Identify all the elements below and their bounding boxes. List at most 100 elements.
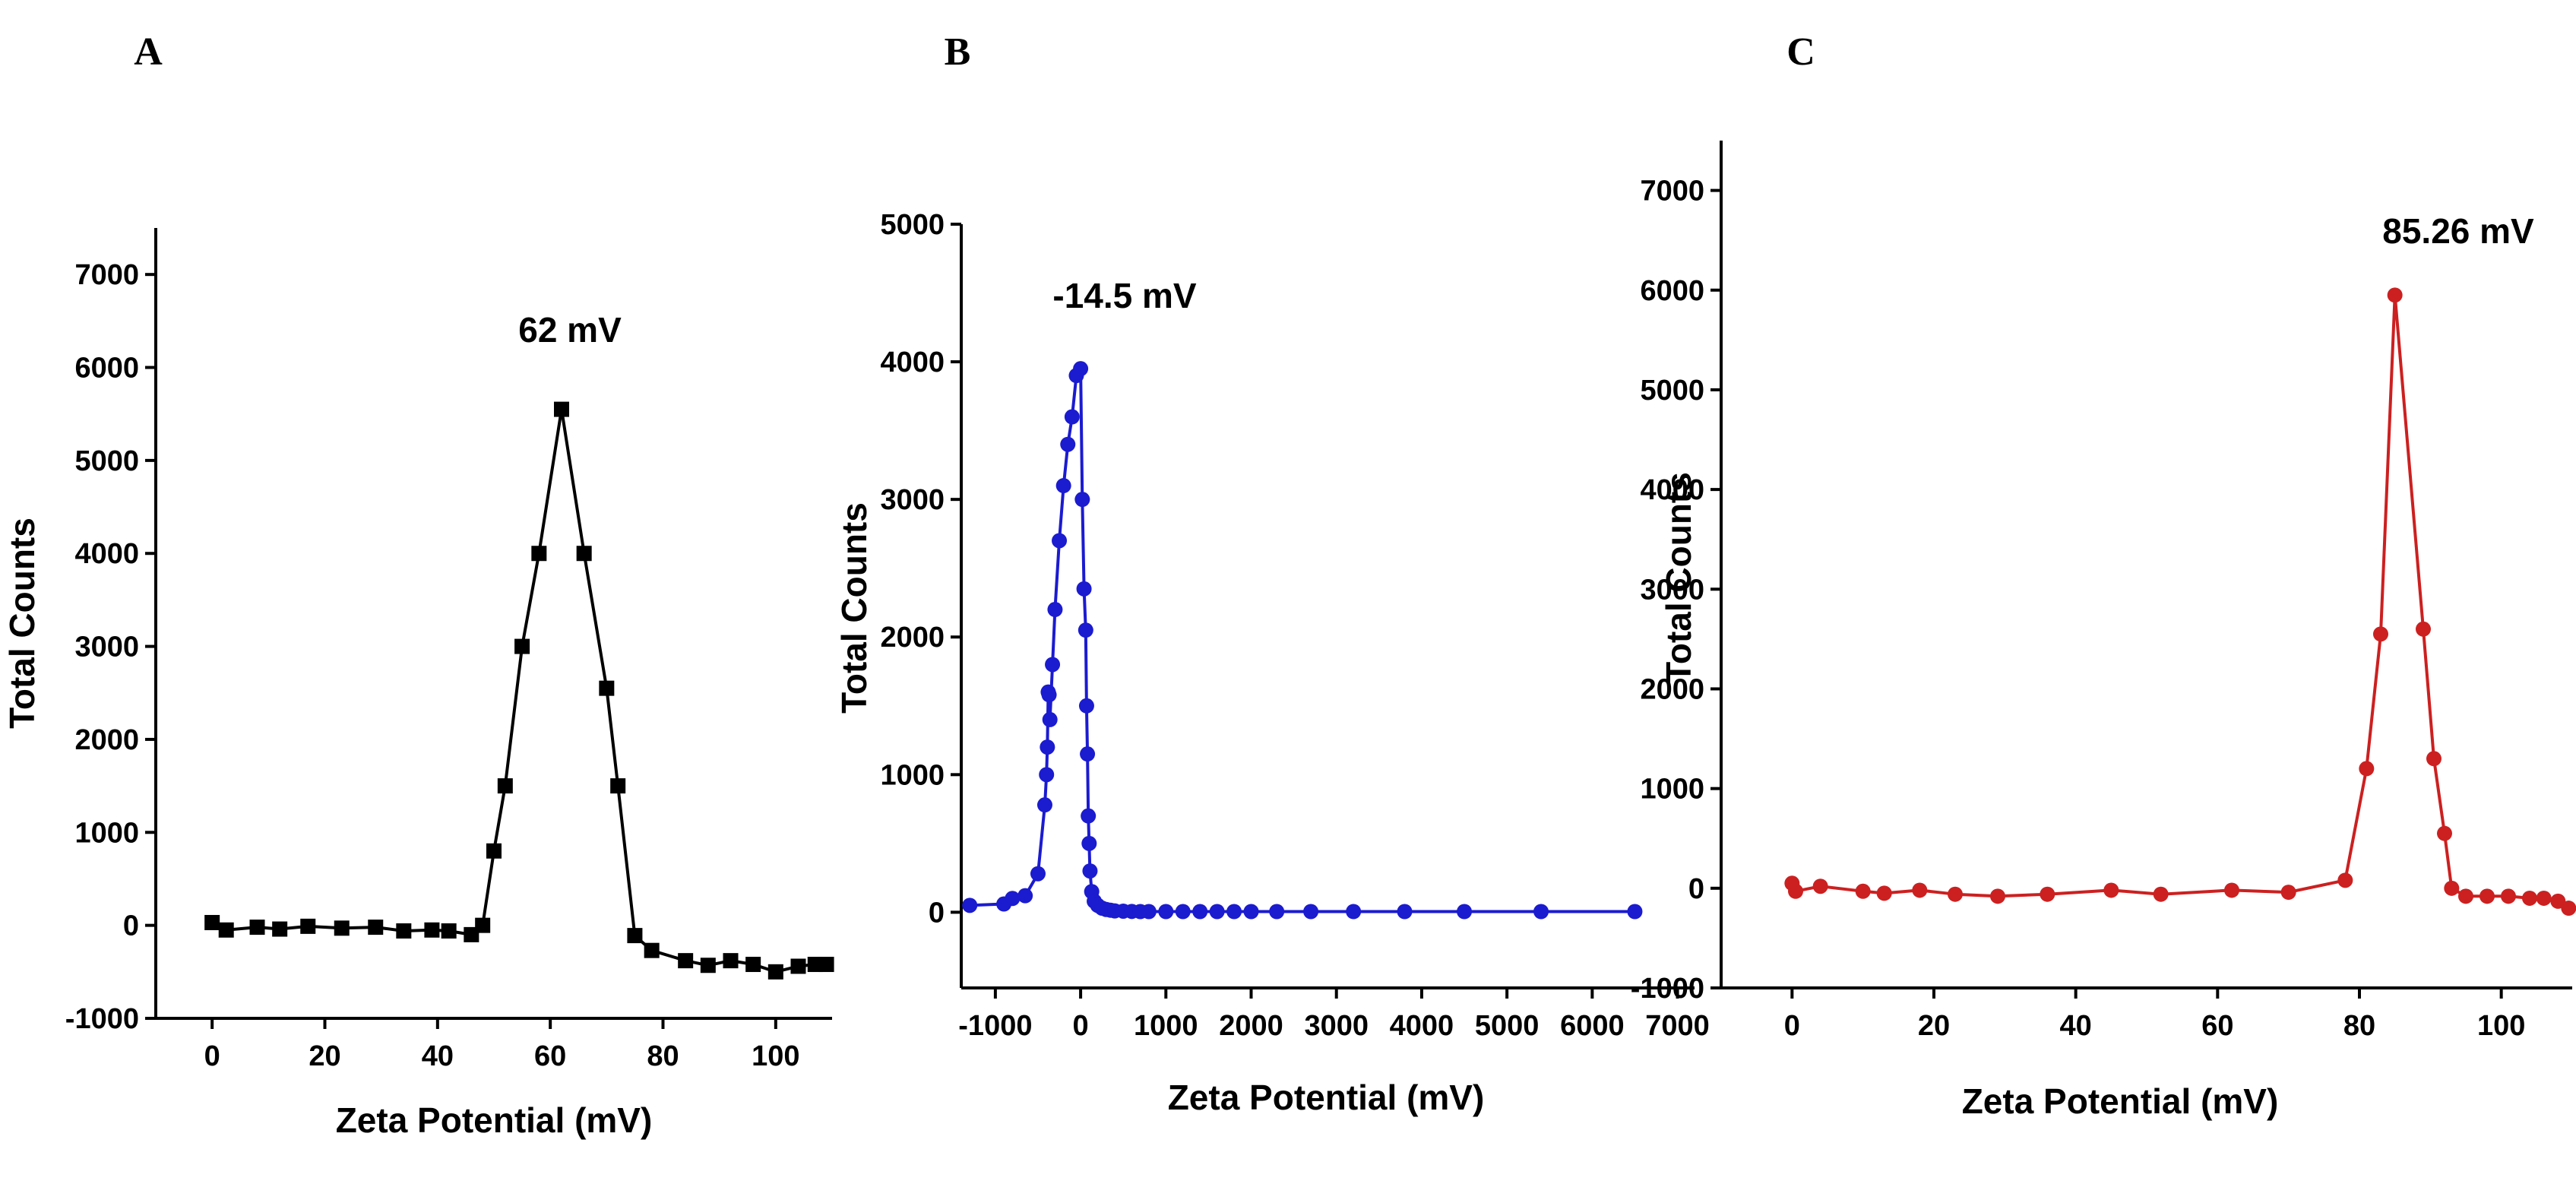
x-tick-label: 60 [2201,1010,2233,1042]
peak-annotation: -14.5 mV [1052,276,1197,315]
data-point [1788,883,1803,899]
data-point [644,942,660,958]
data-point [767,964,783,980]
data-point [1040,739,1055,755]
data-point [514,638,530,654]
data-point [1080,746,1096,762]
data-point [1192,904,1208,920]
data-point [531,546,547,562]
x-tick-label: 20 [1918,1010,1950,1042]
x-tick-label: 1000 [1134,1010,1198,1042]
data-point [1990,888,2005,904]
data-point [2426,751,2442,767]
x-tick-label: 20 [309,1040,340,1072]
data-point [1303,904,1319,920]
data-point [745,957,761,973]
data-point [818,957,834,973]
y-tick-label: 4000 [74,538,139,570]
y-tick-label: 3000 [74,632,139,663]
x-axis-title: Zeta Potential (mV) [1962,1081,2279,1121]
data-point [1533,904,1549,920]
data-point [1081,808,1097,824]
data-point [576,546,592,562]
data-point [1047,602,1063,618]
data-point [1076,581,1092,597]
data-point [1017,888,1033,904]
data-point [2280,885,2296,901]
data-point [1269,904,1285,920]
data-point [1045,657,1061,673]
y-tick-label: 3000 [1640,574,1704,606]
data-point [1627,904,1643,920]
data-point [2479,888,2495,904]
data-point [962,898,978,913]
data-point [1064,409,1080,425]
data-point [2437,825,2452,841]
data-point [1397,904,1413,920]
data-point [1226,904,1242,920]
data-point [249,920,265,935]
chart-panel-c: C -1000 0 1000 2000 3000 4000 5000 6000 7000 0 20 40… [1631,30,2576,1121]
x-axis-title: Zeta Potential (mV) [1168,1078,1485,1117]
peak-annotation: 85.26 mV [2382,211,2534,251]
y-tick-label: 1000 [1640,774,1704,806]
series-line [1790,293,2570,910]
data-point [300,918,316,934]
data-point [475,917,491,933]
y-tick-label: 5000 [74,445,139,477]
data-point [1457,904,1473,920]
data-point [1948,886,1963,902]
data-point [2444,880,2460,896]
x-tick-label: 7000 [1645,1010,1710,1042]
data-point [2359,761,2375,777]
y-tick-label: 1000 [880,759,945,791]
panel-label: C [1786,30,1815,74]
data-point [1876,885,1892,901]
y-tick-label: 2000 [880,622,945,654]
y-tick-label: 6000 [1640,275,1704,307]
data-point [2561,901,2576,916]
y-tick-label: 7000 [1640,176,1704,207]
data-point [1209,904,1225,920]
data-point [1052,533,1068,549]
x-tick-label: 2000 [1219,1010,1283,1042]
data-point [2536,890,2552,906]
data-point [2103,882,2119,898]
y-tick-label: 4000 [880,347,945,378]
x-tick-label: -1000 [958,1010,1032,1042]
data-point [2040,886,2055,902]
x-tick-label: 40 [2060,1010,2092,1042]
data-point [1346,904,1362,920]
series-line [211,407,827,973]
peak-annotation: 62 mV [518,310,622,350]
y-tick-label: -1000 [1631,973,1704,1005]
data-point [599,680,615,696]
data-point [1082,863,1098,879]
data-point [396,923,412,939]
x-tick-label: 40 [422,1040,454,1072]
x-tick-label: 100 [752,1040,799,1072]
y-axis-title: Total Counts [1659,472,1698,683]
data-point [1041,687,1057,703]
data-point [1141,904,1157,920]
data-point [2373,626,2388,642]
y-tick-label: 6000 [74,353,139,385]
data-point [1158,904,1174,920]
data-point [1078,622,1093,638]
y-tick-label: 4000 [1640,474,1704,506]
data-point [424,922,440,938]
data-point [700,958,716,973]
data-point [204,914,220,930]
data-point [2458,888,2473,904]
data-point [2416,621,2431,637]
data-point [1030,866,1046,882]
y-tick-label: 5000 [880,209,945,241]
x-tick-label: 3000 [1304,1010,1369,1042]
x-tick-label: 4000 [1390,1010,1454,1042]
y-tick-label: -1000 [65,1003,139,1035]
data-point [790,958,806,974]
data-point [723,953,739,969]
x-tick-label: 0 [204,1040,220,1072]
panel-label: A [134,30,163,74]
